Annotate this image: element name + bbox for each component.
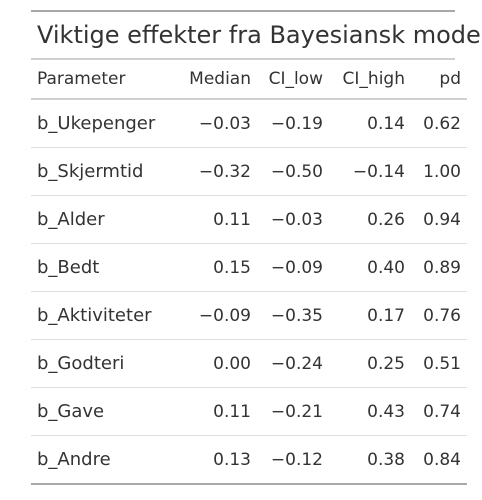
cell-ci-high: 0.17: [323, 291, 405, 340]
cell-ci-low: −0.12: [251, 435, 323, 485]
table-caption: Viktige effekter fra Bayesiansk modell: [31, 12, 482, 60]
cell-parameter: b_Ukepenger: [31, 99, 175, 148]
results-table: Parameter Median CI_low CI_high pd b_Uke…: [31, 60, 467, 485]
header-pd: pd: [405, 60, 467, 100]
cell-ci-high: 0.38: [323, 435, 405, 485]
cell-ci-low: −0.03: [251, 195, 323, 244]
cell-median: 0.11: [175, 387, 251, 436]
cell-parameter: b_Gave: [31, 387, 175, 436]
cell-ci-low: −0.21: [251, 387, 323, 436]
cell-ci-high: 0.25: [323, 339, 405, 388]
cell-ci-low: −0.24: [251, 339, 323, 388]
cell-median: −0.32: [175, 147, 251, 196]
cell-pd: 0.84: [405, 435, 467, 485]
cell-ci-low: −0.50: [251, 147, 323, 196]
cell-ci-low: −0.35: [251, 291, 323, 340]
cell-parameter: b_Skjermtid: [31, 147, 175, 196]
header-parameter: Parameter: [31, 60, 175, 100]
table-row: b_Godteri 0.00 −0.24 0.25 0.51: [31, 339, 467, 388]
cell-pd: 1.00: [405, 147, 467, 196]
header-row: Parameter Median CI_low CI_high pd: [31, 60, 467, 100]
cell-parameter: b_Bedt: [31, 243, 175, 292]
results-table-container: Viktige effekter fra Bayesiansk modell P…: [31, 10, 482, 485]
cell-pd: 0.74: [405, 387, 467, 436]
cell-parameter: b_Alder: [31, 195, 175, 244]
cell-ci-high: 0.26: [323, 195, 405, 244]
table-row: b_Gave 0.11 −0.21 0.43 0.74: [31, 387, 467, 436]
table-row: b_Skjermtid −0.32 −0.50 −0.14 1.00: [31, 147, 467, 196]
cell-median: 0.00: [175, 339, 251, 388]
cell-ci-high: 0.43: [323, 387, 405, 436]
cell-median: 0.11: [175, 195, 251, 244]
cell-pd: 0.62: [405, 99, 467, 148]
table-row: b_Aktiviteter −0.09 −0.35 0.17 0.76: [31, 291, 467, 340]
table-header: Parameter Median CI_low CI_high pd: [31, 60, 467, 100]
cell-ci-high: 0.40: [323, 243, 405, 292]
table-top-rule: [31, 10, 455, 12]
table-body: b_Ukepenger −0.03 −0.19 0.14 0.62 b_Skje…: [31, 99, 467, 485]
table-row: b_Alder 0.11 −0.03 0.26 0.94: [31, 195, 467, 244]
cell-median: 0.13: [175, 435, 251, 485]
header-ci-low: CI_low: [251, 60, 323, 100]
table-row: b_Bedt 0.15 −0.09 0.40 0.89: [31, 243, 467, 292]
cell-pd: 0.51: [405, 339, 467, 388]
cell-pd: 0.94: [405, 195, 467, 244]
cell-ci-high: 0.14: [323, 99, 405, 148]
cell-pd: 0.76: [405, 291, 467, 340]
cell-median: 0.15: [175, 243, 251, 292]
cell-ci-low: −0.19: [251, 99, 323, 148]
table-row: b_Ukepenger −0.03 −0.19 0.14 0.62: [31, 99, 467, 148]
cell-median: −0.09: [175, 291, 251, 340]
header-ci-high: CI_high: [323, 60, 405, 100]
table-row: b_Andre 0.13 −0.12 0.38 0.84: [31, 435, 467, 485]
cell-median: −0.03: [175, 99, 251, 148]
header-median: Median: [175, 60, 251, 100]
cell-ci-low: −0.09: [251, 243, 323, 292]
cell-parameter: b_Aktiviteter: [31, 291, 175, 340]
cell-parameter: b_Godteri: [31, 339, 175, 388]
cell-ci-high: −0.14: [323, 147, 405, 196]
cell-parameter: b_Andre: [31, 435, 175, 485]
cell-pd: 0.89: [405, 243, 467, 292]
